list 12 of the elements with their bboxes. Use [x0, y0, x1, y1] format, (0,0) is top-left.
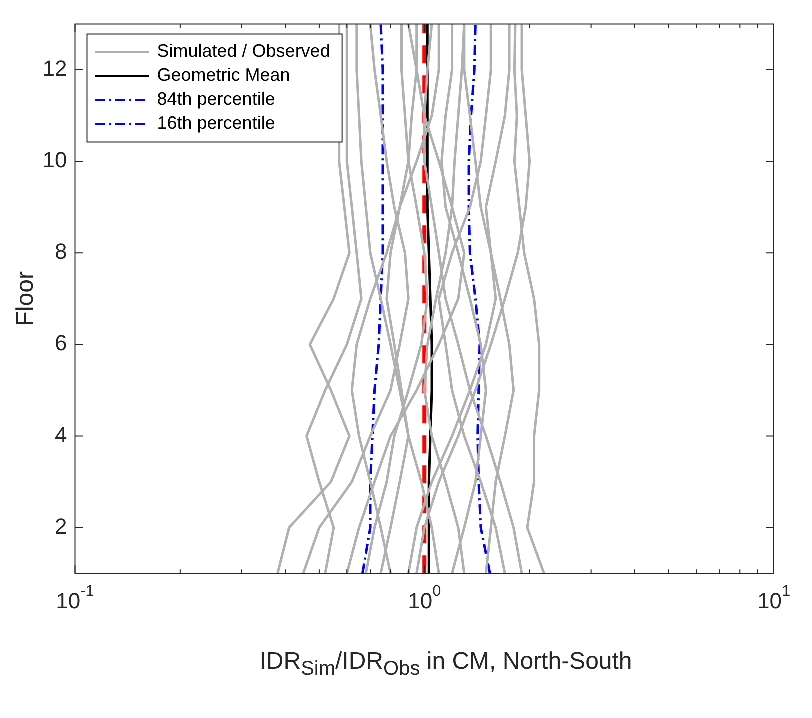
y-tick-label: 4	[55, 422, 68, 448]
y-tick-label: 8	[55, 239, 68, 264]
legend-label: 16th percentile	[157, 113, 276, 134]
y-tick-label: 12	[42, 56, 68, 82]
y-tick-label: 10	[42, 148, 68, 173]
legend-label: Geometric Mean	[157, 65, 290, 86]
legend-label: Simulated / Observed	[157, 41, 330, 62]
y-axis-title: Floor	[12, 272, 40, 326]
x-axis-title: IDR$_{Sim}$/IDR$_{Obs}$ in CM, North-South	[258, 648, 634, 681]
y-tick-label: 6	[55, 330, 68, 356]
y-tick-label: 2	[55, 514, 68, 539]
legend-label: 84th percentile	[157, 89, 276, 110]
